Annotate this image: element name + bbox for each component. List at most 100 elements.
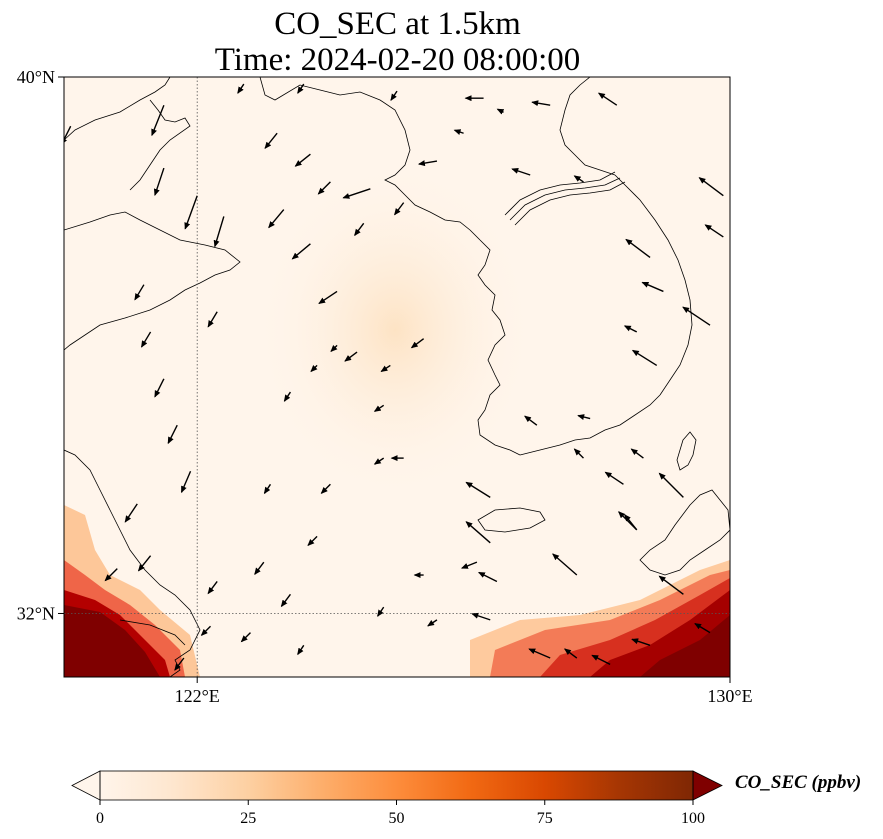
wind-arrow: [297, 83, 305, 94]
wind-arrow: [184, 195, 198, 230]
wind-arrow: [410, 338, 425, 349]
wind-arrow: [373, 457, 385, 465]
wind-arrow: [213, 216, 225, 248]
wind-arrow: [140, 331, 152, 348]
wind-arrow: [268, 209, 285, 229]
wind-arrow: [222, 721, 231, 733]
wind-arrow: [577, 414, 591, 420]
wind-arrow: [307, 535, 318, 547]
wind-arrow: [104, 568, 118, 582]
wind-arrow: [280, 593, 292, 608]
wind-arrow: [153, 167, 165, 197]
wind-arrow: [264, 132, 278, 150]
wind-arrow: [237, 83, 245, 94]
colorbar: 0 25 50 75 100 CO_SEC (ppbv): [71, 770, 861, 827]
wind-arrow: [304, 715, 310, 724]
wind-vectors: [64, 83, 724, 733]
wind-arrow: [64, 125, 72, 146]
plot-area: [64, 77, 730, 733]
axis-ticks: 122°E 130°E 40°N 32°N: [17, 67, 753, 706]
wind-arrow: [658, 575, 684, 595]
wind-arrow: [573, 175, 584, 183]
colorbar-tick-label: 75: [537, 810, 553, 827]
wind-arrow: [631, 349, 658, 367]
y-tick-label: 40°N: [17, 67, 55, 87]
wind-arrow: [427, 619, 438, 627]
map-title: CO_SEC at 1.5km: [274, 6, 521, 42]
wind-arrow: [342, 188, 371, 199]
wind-arrow: [597, 92, 618, 106]
wind-arrow: [528, 648, 551, 659]
colorbar-ticks: 0 25 50 75 100: [96, 800, 705, 827]
colorbar-tick-label: 0: [96, 810, 104, 827]
wind-arrow: [380, 364, 391, 373]
wind-arrow: [320, 483, 331, 495]
wind-arrow: [658, 472, 684, 498]
wind-arrow: [624, 514, 638, 531]
wind-arrow: [552, 553, 578, 576]
colorbar-min-extend: [71, 770, 101, 801]
wind-arrow: [630, 448, 644, 459]
wind-arrow: [631, 638, 651, 646]
wind-arrow: [623, 325, 638, 333]
wind-arrow: [154, 378, 165, 398]
wind-arrow: [460, 561, 478, 569]
co-plume-southeast: [470, 560, 730, 677]
wind-arrow: [137, 555, 152, 572]
wind-arrow: [263, 483, 272, 495]
wind-arrow: [297, 644, 305, 656]
wind-arrow: [453, 129, 464, 135]
wind-arrow: [478, 571, 498, 583]
wind-arrow: [174, 657, 185, 671]
wind-arrow: [531, 100, 551, 107]
colorbar-tick-label: 50: [389, 810, 405, 827]
wind-arrow: [167, 424, 178, 445]
wind-arrow: [180, 470, 192, 494]
wind-arrow: [310, 364, 318, 373]
wind-arrow: [511, 168, 531, 176]
wind-arrow: [330, 344, 338, 353]
wind-arrow: [694, 623, 711, 634]
wind-arrow: [124, 503, 138, 523]
wind-arrow: [524, 415, 538, 426]
wind-arrow: [704, 224, 724, 238]
wind-arrow: [207, 311, 218, 328]
wind-arrow: [318, 290, 338, 305]
wind-arrow: [417, 160, 438, 167]
wind-arrow: [471, 612, 491, 621]
wind-arrow: [344, 351, 358, 362]
wind-arrow: [641, 281, 664, 293]
wind-arrow: [573, 448, 584, 459]
wind-arrow: [291, 243, 311, 260]
colorbar-title: CO_SEC (ppbv): [735, 772, 861, 793]
colorbar-max-extend: [692, 770, 723, 801]
wind-arrow: [390, 90, 398, 101]
plot-frame: [63, 76, 731, 678]
wind-arrow: [591, 654, 611, 665]
wind-arrow: [394, 202, 405, 216]
colorbar-tick-label: 25: [240, 810, 256, 827]
wind-arrow: [373, 404, 385, 412]
wind-arrow: [698, 177, 724, 197]
wind-arrow: [317, 181, 331, 195]
field-center-tint: [255, 160, 535, 500]
wind-arrow: [377, 606, 385, 617]
x-tick-label: 130°E: [707, 686, 752, 706]
wind-arrow: [294, 153, 311, 167]
wind-arrow: [465, 481, 491, 498]
wind-arrow: [682, 306, 711, 326]
colorbar-body: [100, 771, 693, 800]
wind-arrow: [207, 581, 218, 595]
wind-arrow: [496, 108, 505, 115]
wind-arrow: [283, 391, 292, 402]
wind-arrow: [240, 632, 251, 643]
x-tick-label: 122°E: [175, 686, 220, 706]
wind-arrow: [465, 521, 491, 544]
wind-arrow: [134, 284, 145, 301]
map-subtitle-time: Time: 2024-02-20 08:00:00: [214, 42, 581, 78]
wind-arrow: [354, 222, 365, 237]
wind-arrow: [200, 625, 212, 636]
co-plume-southwest: [64, 505, 200, 677]
coastlines: [64, 77, 730, 677]
